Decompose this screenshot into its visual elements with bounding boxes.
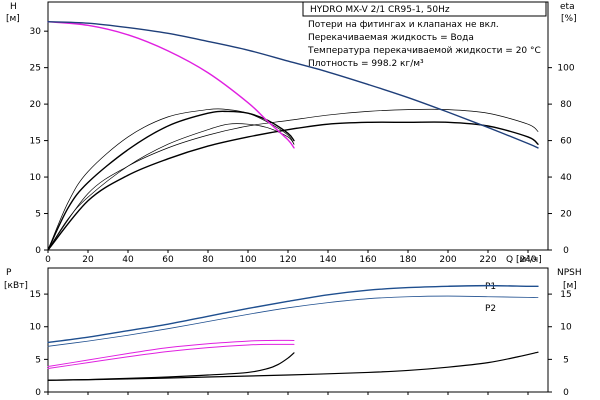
p2-single-pump-curve	[47, 343, 295, 370]
p2-curve-label: P2	[485, 304, 496, 314]
eta-tick-label: 40	[560, 173, 572, 183]
power-axis-ticks: 0 5 10 15	[30, 290, 529, 398]
eta-tick-label: 100	[557, 64, 574, 74]
x-tick-label: 0	[45, 255, 51, 265]
x-tick-label: 240	[519, 255, 536, 265]
x-tick-label: 80	[202, 255, 214, 265]
eta-tick-label: 0	[563, 246, 569, 256]
x-axis-title: Q [м³/ч]	[506, 255, 542, 265]
power-tick-label: 5	[35, 355, 41, 365]
power-axis-title: P	[6, 268, 12, 278]
x-axis-ticks: 0 20 40 60 80 100 120 140 160 180 200 220 240	[45, 250, 537, 265]
x-tick-label: 160	[359, 255, 376, 265]
npsh-axis-ticks: 0 5 10 15	[548, 290, 572, 398]
head-tick-label: 10	[30, 173, 42, 183]
eta-single-curve	[47, 110, 295, 251]
npsh-tick-label: 15	[560, 290, 571, 300]
x-tick-label: 220	[479, 255, 496, 265]
head-tick-label: 0	[35, 246, 41, 256]
x-tick-label: 180	[399, 255, 416, 265]
npsh-axis-title: NPSH	[557, 268, 582, 278]
head-system-curve	[47, 20, 539, 149]
p1-single-pump-curve	[47, 339, 295, 368]
eta-single-curve-upper	[47, 108, 295, 251]
x-tick-label: 120	[279, 255, 296, 265]
x-tick-label: 140	[319, 255, 336, 265]
head-tick-label: 15	[30, 137, 41, 147]
npsh-axis-unit: [м]	[563, 281, 577, 291]
p2-system-curve	[47, 295, 539, 347]
eta-single-curve-lower	[47, 123, 295, 251]
head-axis-title: H	[10, 2, 17, 12]
eta-tick-label: 80	[560, 100, 572, 110]
x-tick-label: 200	[439, 255, 456, 265]
note-line-2: Перекачиваемая жидкость = Вода	[308, 33, 474, 43]
npsh-tick-label: 0	[563, 388, 569, 398]
p1-curve-label: P1	[485, 282, 496, 292]
x-tick-label: 20	[82, 255, 94, 265]
power-curves	[47, 284, 539, 381]
eta-tick-label: 20	[560, 210, 572, 220]
chart-title: HYDRO MX-V 2/1 CR95-1, 50Hz	[310, 5, 450, 15]
head-axis-unit: [м]	[6, 14, 20, 24]
p1-system-curve	[47, 284, 539, 344]
power-panel: P [кВт] NPSH [м] P1 P2 0 5 10 15 0 5 10 15	[4, 267, 582, 398]
note-line-1: Потери на фитингах и клапанах не вкл.	[308, 20, 499, 30]
npsh-system-curve	[47, 351, 539, 381]
power-tick-label: 0	[35, 388, 41, 398]
eta-axis-title: eta	[560, 2, 575, 12]
note-line-3: Температура перекачиваемой жидкости = 20…	[307, 46, 541, 56]
eta-system-curve-upper	[47, 108, 539, 251]
head-tick-label: 20	[30, 100, 42, 110]
head-tick-label: 30	[30, 27, 42, 37]
power-tick-label: 15	[30, 290, 41, 300]
power-tick-label: 10	[30, 323, 42, 333]
head-single-pump-curve	[47, 20, 295, 149]
x-tick-label: 60	[162, 255, 174, 265]
note-line-4: Плотность = 998.2 кг/м³	[308, 59, 424, 69]
eta-axis-ticks: 0 20 40 60 80 100	[548, 64, 575, 256]
head-tick-label: 5	[35, 210, 41, 220]
eta-tick-label: 60	[560, 137, 572, 147]
head-panel-frame	[47, 1, 549, 251]
head-curves	[47, 20, 539, 251]
x-tick-label: 40	[122, 255, 134, 265]
head-panel: HYDRO MX-V 2/1 CR95-1, 50Hz Потери на фи…	[6, 1, 577, 265]
x-tick-label: 100	[239, 255, 256, 265]
head-axis-ticks: 0 5 10 15 20 25 30	[30, 27, 48, 256]
eta-axis-unit: [%]	[561, 14, 577, 24]
power-panel-frame	[47, 267, 549, 393]
head-tick-label: 25	[30, 64, 41, 74]
title-box	[302, 1, 547, 17]
power-axis-unit: [кВт]	[4, 281, 28, 291]
npsh-tick-label: 10	[560, 323, 572, 333]
npsh-tick-label: 5	[563, 355, 569, 365]
